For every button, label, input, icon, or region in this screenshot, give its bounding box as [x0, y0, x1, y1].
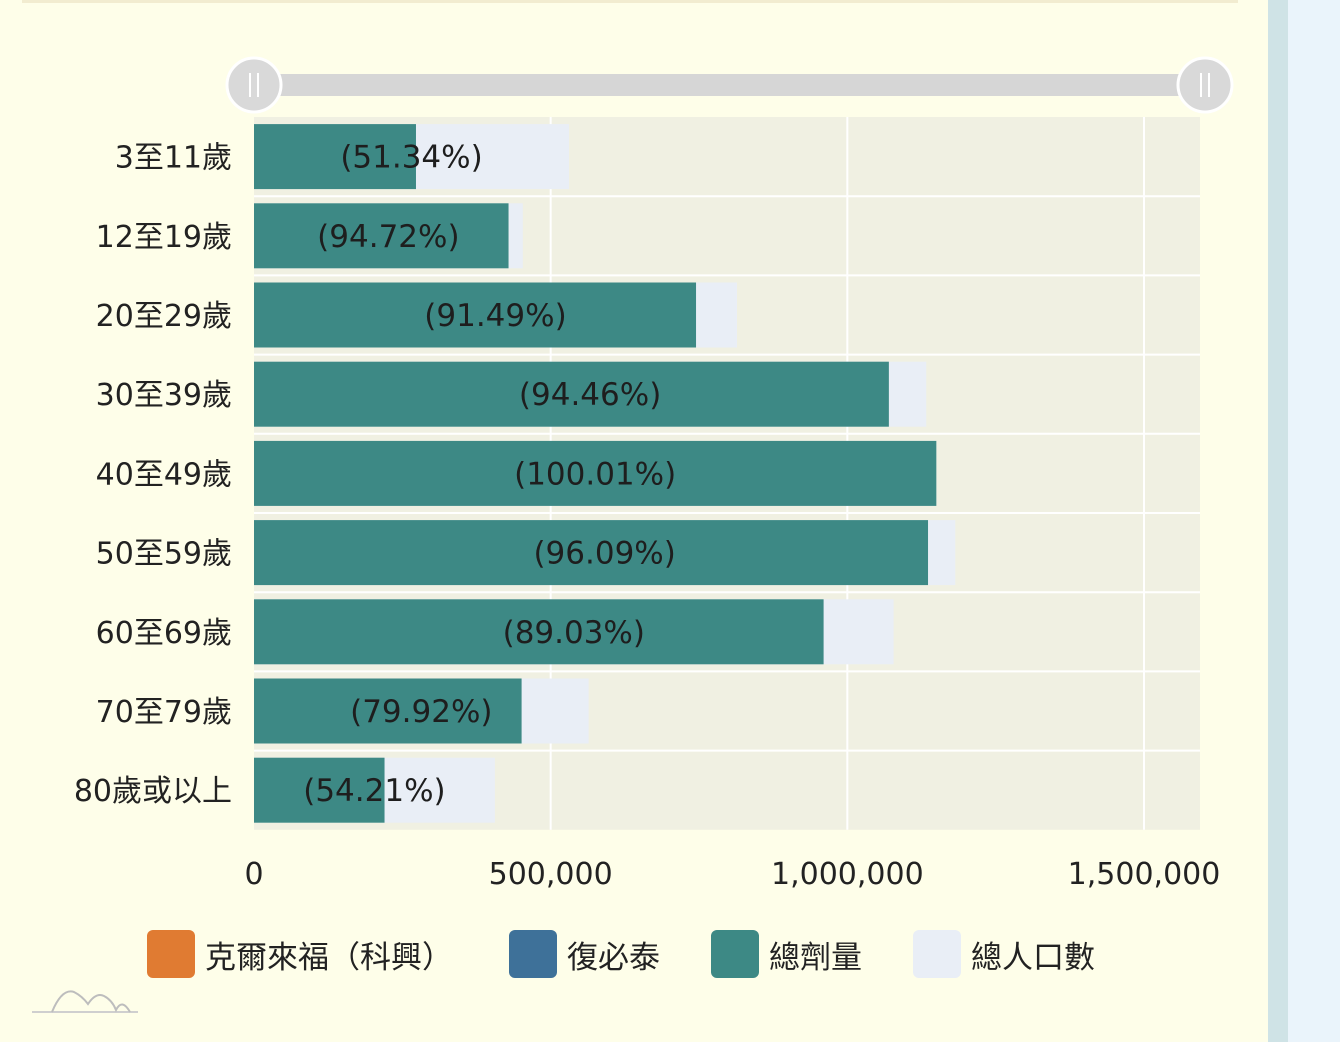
slider-start-handle[interactable] — [225, 56, 283, 114]
category-label: 12至19歲 — [96, 220, 232, 255]
bar-total-doses — [254, 599, 824, 665]
bar-data-label: (89.03%) — [503, 615, 645, 651]
side-scroll-background — [1288, 0, 1340, 1042]
legend-item-biontech[interactable]: 復必泰 — [509, 930, 660, 978]
slider-track[interactable] — [254, 74, 1204, 96]
legend-swatch — [147, 930, 195, 978]
legend-item-sinovac[interactable]: 克爾來福（科興） — [147, 930, 453, 978]
vaccination-bar-chart: (51.34%) 3至11歲 (94.72%) 12至19歲 (91.49%) 20至29… — [74, 56, 1234, 892]
bar-total-doses — [254, 440, 937, 506]
side-scroll-area — [1268, 0, 1288, 1042]
slider-end-handle[interactable] — [1176, 56, 1234, 114]
bar-data-label: (94.46%) — [519, 377, 661, 413]
bar-data-label: (96.09%) — [533, 536, 675, 572]
category-label: 20至29歲 — [96, 299, 232, 334]
legend-label: 總劑量 — [769, 939, 862, 976]
bar-data-label: (91.49%) — [424, 298, 566, 334]
bar-data-label: (79.92%) — [350, 694, 492, 730]
category-label: 80歲或以上 — [74, 774, 232, 809]
x-tick-label: 500,000 — [489, 857, 613, 892]
bar-data-label: (54.21%) — [303, 773, 445, 809]
legend-swatch — [711, 930, 759, 978]
bar-data-label: (100.01%) — [514, 456, 676, 492]
category-label: 50至59歲 — [96, 537, 232, 572]
grip-lines-icon — [1200, 73, 1210, 97]
category-label: 3至11歲 — [115, 141, 232, 176]
bar-data-label: (51.34%) — [340, 140, 482, 176]
legend-swatch — [509, 930, 557, 978]
bar-total-doses — [254, 757, 385, 823]
plot-area: (51.34%) 3至11歲 (94.72%) 12至19歲 (91.49%) 20至29… — [74, 117, 1221, 892]
range-slider[interactable] — [225, 56, 1234, 114]
mountain-logo-icon — [32, 990, 138, 1013]
top-divider — [22, 0, 1238, 3]
grip-lines-icon — [249, 73, 259, 97]
category-label: 40至49歲 — [96, 457, 232, 492]
x-tick-label: 1,500,000 — [1068, 857, 1221, 892]
bar-data-label: (94.72%) — [317, 219, 459, 255]
bar-total-doses — [254, 678, 522, 744]
x-tick-label: 1,000,000 — [771, 857, 924, 892]
bar-total-doses — [254, 520, 929, 586]
legend-label: 總人口數 — [971, 939, 1095, 976]
bar-total-doses — [254, 282, 697, 348]
legend-label: 復必泰 — [567, 939, 660, 976]
legend-item-total-doses[interactable]: 總劑量 — [711, 930, 862, 978]
legend-swatch — [913, 930, 961, 978]
bar-total-doses — [254, 361, 889, 427]
chart-legend: 克爾來福（科興） 復必泰 總劑量 總人口數 — [0, 930, 1268, 978]
legend-item-total-population[interactable]: 總人口數 — [913, 930, 1095, 978]
category-label: 70至79歲 — [96, 695, 232, 730]
category-label: 30至39歲 — [96, 378, 232, 413]
x-tick-label: 0 — [244, 857, 263, 892]
legend-label: 克爾來福（科興） — [205, 939, 453, 976]
category-label: 60至69歲 — [96, 616, 232, 651]
bar-total-doses — [254, 124, 416, 190]
bar-total-doses — [254, 203, 509, 269]
